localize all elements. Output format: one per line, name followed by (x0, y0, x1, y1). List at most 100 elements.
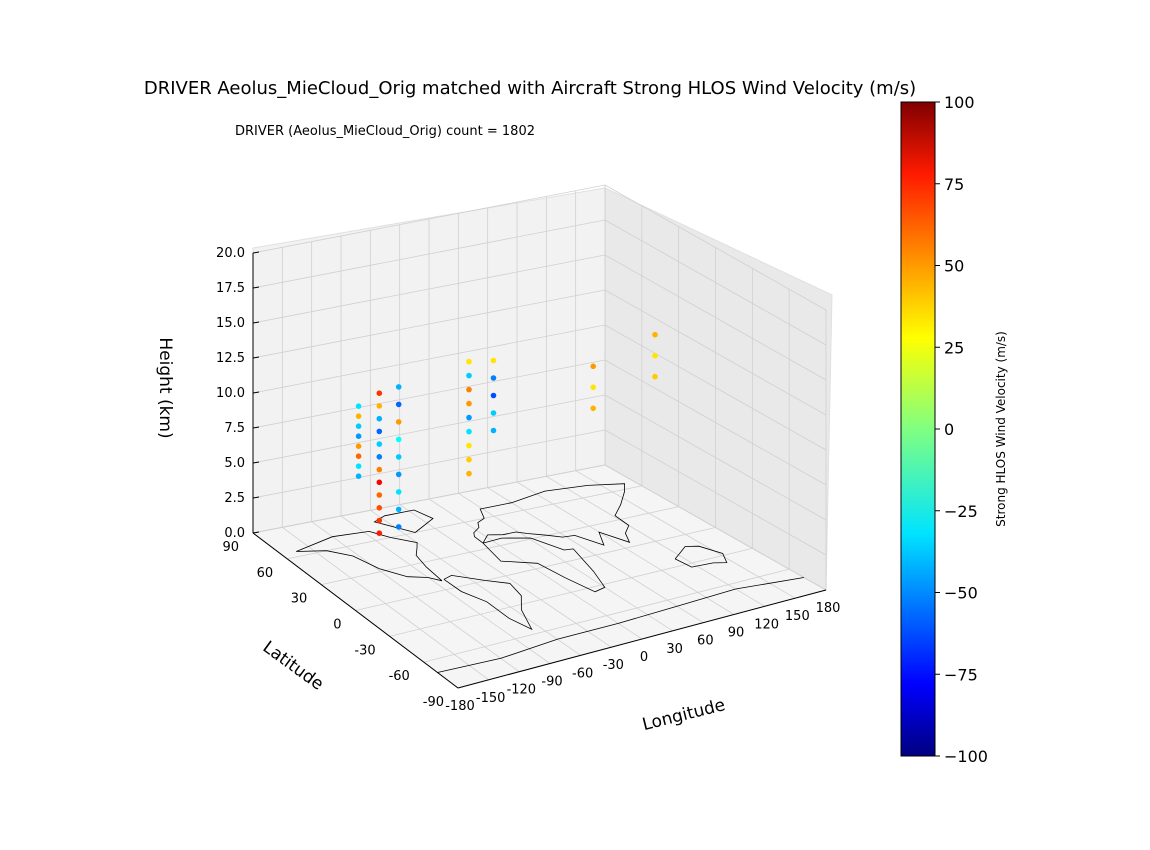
z-tick-label: 10.0 (216, 386, 245, 401)
grid-line-z (252, 359, 606, 429)
scatter-point (652, 331, 658, 338)
z-tick-mark (252, 461, 260, 464)
grid-line-z (252, 219, 606, 289)
grid-line-z-side (604, 289, 827, 416)
x-tick-label: -120 (507, 683, 537, 698)
scatter-point (376, 441, 383, 447)
grid-line-lat (321, 506, 679, 586)
y-tick-label: 0 (333, 618, 341, 633)
grid-line-lat (355, 527, 716, 611)
scatter-point (590, 363, 596, 370)
chart-title: DRIVER Aeolus_MieCloud_Orig matched with… (144, 78, 916, 99)
y-tick-label: 30 (291, 592, 308, 607)
scatter-point (376, 415, 383, 422)
scatter-point (355, 463, 362, 470)
grid-line-z (252, 289, 606, 359)
grid-line-z-side (604, 254, 827, 381)
x-tick-label: -90 (541, 675, 562, 690)
z-tick-mark (252, 426, 260, 429)
z-tick-label: 12.5 (216, 351, 245, 366)
scatter-point (376, 517, 383, 524)
scatter-point (466, 358, 472, 365)
scatter-point (395, 454, 402, 460)
scatter-point (355, 443, 362, 450)
scatter-point (466, 442, 472, 449)
z-tick-mark (252, 286, 260, 289)
scatter-point (376, 466, 383, 473)
scatter-point (490, 427, 497, 434)
grid-line-z-side (604, 464, 827, 591)
scatter-point (395, 384, 402, 390)
z-tick-label: 5.0 (224, 456, 245, 471)
grid-line-z-side (604, 184, 827, 311)
scatter-point (395, 401, 402, 408)
scatter-point (395, 524, 402, 530)
scatter-points (355, 331, 658, 536)
scatter-point (490, 357, 497, 364)
y-tick-label: -90 (423, 695, 444, 710)
y-tick-label: 90 (222, 540, 239, 555)
scatter-point (355, 473, 362, 480)
z-tick-label: 15.0 (216, 316, 245, 331)
colorbar-tick-label: −100 (944, 747, 988, 766)
coastline (437, 577, 804, 673)
x-tick-label: 120 (754, 617, 779, 632)
colorbar-tick-label: 75 (944, 175, 964, 194)
y-tick-label: -60 (389, 669, 410, 684)
scatter-point (466, 386, 472, 393)
z-tick-mark (252, 251, 260, 254)
x-tick-label: 180 (816, 601, 841, 616)
scatter-point (490, 410, 497, 416)
x-axis-line (457, 589, 827, 689)
z-tick-label: 2.5 (224, 491, 245, 506)
colorbar-tick-label: 50 (944, 257, 964, 276)
colorbar-tick-label: 25 (944, 338, 964, 357)
scatter-point (355, 453, 362, 460)
axes-3d: 0.0 2.5 5.0 7.5 10.0 12.5 15.0 17.5 20.0 -90 -60 -3… (216, 184, 840, 714)
scatter-point (355, 433, 362, 440)
scatter-point (466, 372, 472, 379)
x-axis-label: Longitude (640, 695, 727, 735)
scatter-point (395, 471, 402, 478)
scatter-point (395, 489, 402, 495)
x-tick-label: 0 (640, 650, 648, 665)
scatter-point (466, 400, 472, 407)
scatter-point (395, 506, 402, 513)
x-tick-label: -60 (572, 666, 593, 681)
scatter-point (466, 470, 472, 477)
grid-line-lat (423, 568, 790, 663)
scatter-point (652, 373, 658, 380)
x-tick-label: -180 (445, 699, 475, 714)
y-axis-label: Latitude (259, 637, 327, 694)
scatter-point (376, 479, 383, 486)
x-tick-label: 150 (785, 609, 810, 624)
grid-line-z-side (604, 359, 827, 486)
grid-line-z-side (604, 324, 827, 451)
y-axis-line (252, 532, 459, 689)
colorbar-tick-label: −25 (944, 502, 978, 521)
scatter-point (376, 530, 383, 536)
coastline (373, 509, 434, 533)
scatter-point (355, 413, 362, 420)
scatter-point (376, 505, 383, 511)
x-tick-label: -30 (603, 658, 624, 673)
colorbar-gradient (900, 101, 936, 757)
x-tick-label: 90 (728, 626, 745, 641)
scatter-point (490, 392, 497, 399)
world-coastlines (296, 483, 804, 673)
axis-ticks: 0.0 2.5 5.0 7.5 10.0 12.5 15.0 17.5 20.0 -90 -60 -3… (216, 246, 840, 714)
scatter-point (466, 428, 472, 435)
grid-line-z (252, 429, 606, 499)
x-tick-label: 30 (666, 642, 683, 657)
scatter-point (355, 403, 362, 410)
z-tick-mark (252, 496, 260, 499)
scatter-point (652, 352, 658, 359)
scatter-point (376, 428, 383, 435)
colorbar-label: Strong HLOS Wind Velocity (m/s) (994, 331, 1008, 527)
scatter-point (355, 423, 362, 430)
z-tick-mark (252, 321, 260, 324)
grid-line-z (252, 184, 606, 254)
z-tick-label: 20.0 (216, 246, 245, 261)
grid-line-z (252, 324, 606, 394)
